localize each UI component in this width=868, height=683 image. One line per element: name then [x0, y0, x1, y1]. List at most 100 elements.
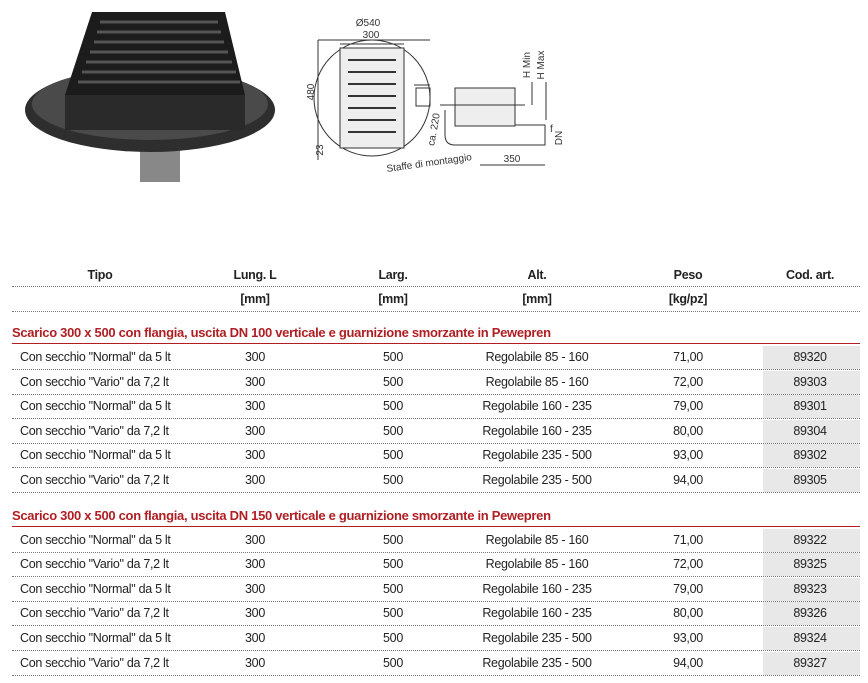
- row-divider: [12, 576, 860, 578]
- row-label: Con secchio "Normal" da 5 lt: [20, 350, 171, 364]
- row-label: Con secchio "Normal" da 5 lt: [20, 581, 171, 596]
- row-divider: [12, 674, 860, 676]
- dim-label: 480: [306, 83, 317, 100]
- header-cell: Cod. art.: [786, 268, 834, 282]
- cell: 93,00: [673, 631, 703, 645]
- row-divider: [12, 442, 860, 444]
- cell: 71,00: [673, 350, 703, 364]
- cell: Regolabile 85 - 160: [485, 350, 589, 364]
- cell: Regolabile 160 - 235: [482, 581, 592, 596]
- code-cell-bg: [763, 346, 860, 369]
- cell: 300: [245, 473, 265, 487]
- row-label: Con secchio "Vario" da 7,2 lt: [20, 423, 169, 438]
- section-rule: [12, 343, 860, 344]
- row-label: Con secchio "Vario" da 7,2 lt: [20, 557, 169, 572]
- unit-cell: [kg/pz]: [668, 292, 708, 306]
- cell: 89323: [793, 581, 827, 596]
- unit-cell: [mm]: [522, 292, 552, 306]
- cell: 300: [245, 423, 265, 438]
- row-label: Con secchio "Normal" da 5 lt: [20, 399, 171, 414]
- section-title: Scarico 300 x 500 con flangia, uscita DN…: [12, 507, 551, 523]
- dim-label: 350: [504, 154, 521, 165]
- row-label: Con secchio "Normal" da 5 lt: [20, 532, 171, 547]
- cell: Regolabile 160 - 235: [482, 399, 592, 414]
- cell: 300: [245, 350, 265, 364]
- cell: 300: [245, 631, 265, 645]
- section-title: Scarico 300 x 500 con flangia, uscita DN…: [12, 325, 551, 340]
- row-label: Con secchio "Normal" da 5 lt: [20, 631, 171, 645]
- row-label: Con secchio "Vario" da 7,2 lt: [20, 655, 169, 670]
- header-cell: Larg.: [378, 268, 408, 282]
- header-cell: Alt.: [527, 268, 547, 282]
- row-divider: [12, 369, 860, 370]
- header-cell: Peso: [673, 268, 703, 282]
- cell: Regolabile 235 - 500: [482, 631, 592, 645]
- cell: 500: [383, 399, 403, 414]
- cell: 500: [383, 374, 403, 389]
- product-photo: [25, 12, 275, 182]
- cell: 89324: [793, 631, 827, 645]
- cell: 80,00: [673, 606, 703, 621]
- cell: 89322: [793, 532, 827, 547]
- cell: 89327: [793, 655, 827, 670]
- code-cell-bg: [763, 651, 860, 675]
- cell: 500: [383, 473, 403, 487]
- cell: 89302: [793, 448, 827, 463]
- divider: [12, 311, 860, 312]
- cell: 89326: [793, 606, 827, 621]
- dim-label: Ø540: [356, 18, 381, 29]
- cell: Regolabile 85 - 160: [485, 557, 589, 572]
- cell: 89301: [793, 399, 827, 414]
- row-divider: [12, 467, 860, 469]
- divider: [12, 286, 860, 287]
- row-label: Con secchio "Vario" da 7,2 lt: [20, 374, 169, 389]
- row-divider: [12, 418, 860, 420]
- code-cell-bg: [763, 370, 860, 394]
- cell: Regolabile 85 - 160: [485, 532, 589, 547]
- cell: 300: [245, 374, 265, 389]
- cell: 94,00: [673, 655, 703, 670]
- grate-slots: [78, 20, 240, 84]
- cell: 300: [245, 448, 265, 463]
- cell: 79,00: [673, 581, 703, 596]
- cell: 500: [383, 655, 403, 670]
- dim-label: DN: [554, 131, 565, 145]
- code-cell-bg: [763, 577, 860, 601]
- code-cell-bg: [763, 444, 860, 468]
- cell: 89303: [793, 374, 827, 389]
- cell: 300: [245, 606, 265, 621]
- code-cell-bg: [763, 602, 860, 626]
- header-cell: Lung. L: [233, 268, 277, 282]
- row-label: Con secchio "Vario" da 7,2 lt: [20, 473, 169, 487]
- grate-side: [65, 95, 245, 130]
- figure: Ø540 300 480 23 ca. 220 Staffe di montag…: [25, 12, 565, 182]
- cell: 500: [383, 350, 403, 364]
- cell: 93,00: [673, 448, 703, 463]
- cell: 300: [245, 532, 265, 547]
- cell: Regolabile 235 - 500: [482, 473, 592, 487]
- row-label: Con secchio "Normal" da 5 lt: [20, 448, 171, 463]
- row-divider: [12, 650, 860, 651]
- cell: 79,00: [673, 399, 703, 414]
- cell: 500: [383, 423, 403, 438]
- cell: Regolabile 235 - 500: [482, 448, 592, 463]
- section-rule: [12, 525, 860, 527]
- cell: 80,00: [673, 423, 703, 438]
- cell: Regolabile 235 - 500: [482, 655, 592, 670]
- header-cell: Tipo: [87, 268, 113, 282]
- code-cell-bg: [763, 469, 860, 492]
- cell: Regolabile 85 - 160: [485, 374, 589, 389]
- code-cell-bg: [763, 627, 860, 650]
- cell: 71,00: [673, 532, 703, 547]
- row-divider: [12, 393, 860, 395]
- cell: 500: [383, 557, 403, 572]
- cell: 300: [245, 399, 265, 414]
- cell: 300: [245, 655, 265, 670]
- cell: 89325: [793, 557, 827, 572]
- cell: 300: [245, 581, 265, 596]
- code-cell-bg: [763, 553, 860, 577]
- dim-label: 300: [363, 30, 380, 41]
- code-cell-bg: [763, 395, 860, 419]
